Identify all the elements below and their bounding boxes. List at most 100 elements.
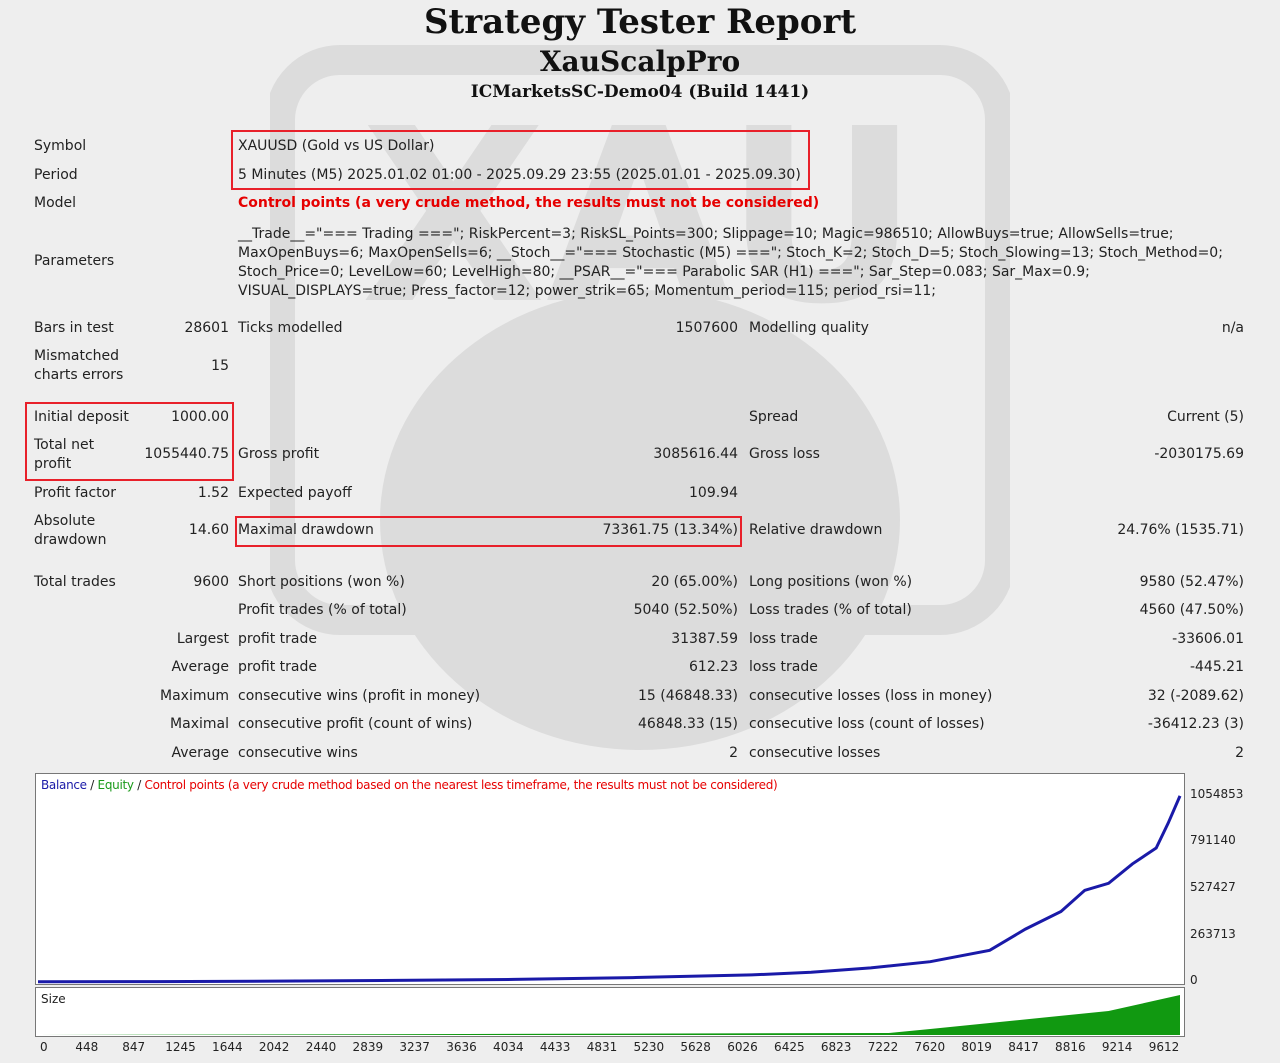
gross-profit-value: 3085616.44 (653, 446, 738, 462)
x-tick-label: 4831 (586, 1040, 618, 1054)
x-tick-label: 6823 (820, 1040, 852, 1054)
y-tick-label: 527427 (1190, 879, 1236, 894)
model-label: Model (34, 195, 77, 211)
absolute-drawdown-label-2: drawdown (34, 532, 107, 548)
x-tick-label: 9214 (1101, 1040, 1133, 1054)
period-value: 5 Minutes (M5) 2025.01.02 01:00 - 2025.0… (238, 167, 801, 183)
x-tick-label: 2839 (352, 1040, 384, 1054)
mismatch-label-2: charts errors (34, 367, 124, 383)
legend-separator: / (133, 778, 145, 792)
size-label: Size (41, 992, 66, 1006)
report-title: Strategy Tester Report (423, 2, 857, 42)
model-value: Control points (a very crude method, the… (238, 195, 820, 211)
svg-text:XAU: XAU (361, 77, 919, 357)
long-positions-value: 9580 (52.47%) (1139, 574, 1244, 590)
avg-consecutive-wins-label: consecutive wins (238, 745, 358, 761)
short-positions-label: Short positions (won %) (238, 574, 405, 590)
mismatch-label: Mismatched (34, 348, 120, 364)
period-label: Period (34, 167, 78, 183)
x-tick-label: 2440 (305, 1040, 337, 1054)
balance-chart: Balance / Equity / Control points (a ver… (35, 773, 1185, 985)
balance-plot (37, 795, 1182, 984)
average-consecutive-label: Average (171, 745, 230, 761)
parameters-line: __Trade__="=== Trading ==="; RiskPercent… (238, 226, 1174, 242)
loss-trades-label: Loss trades (% of total) (749, 602, 912, 618)
size-chart: Size (35, 987, 1185, 1037)
net-profit-label-2: profit (34, 456, 72, 472)
x-tick-label: 1644 (212, 1040, 243, 1054)
largest-loss-label: loss trade (749, 631, 818, 647)
max-consecutive-losses-label: consecutive losses (loss in money) (749, 688, 993, 704)
absolute-drawdown-value: 14.60 (188, 522, 229, 538)
short-positions-value: 20 (65.00%) (651, 574, 738, 590)
bars-label: Bars in test (34, 320, 114, 336)
x-tick-label: 7222 (867, 1040, 899, 1054)
expert-name: XauScalpPro (539, 45, 741, 78)
max-consecutive-wins-value: 15 (46848.33) (638, 688, 738, 704)
average-loss-value: -445.21 (1189, 659, 1244, 675)
x-tick-label: 8816 (1055, 1040, 1086, 1054)
x-tick-label: 3636 (446, 1040, 477, 1054)
size-plot (38, 995, 1180, 1035)
parameters-value: __Trade__="=== Trading ==="; RiskPercent… (238, 225, 1268, 301)
maximal-drawdown-label: Maximal drawdown (238, 522, 374, 538)
avg-consecutive-wins-value: 2 (729, 745, 738, 761)
x-tick-label: 4433 (539, 1040, 571, 1054)
total-trades-label: Total trades (34, 574, 116, 590)
expected-payoff-value: 109.94 (689, 485, 738, 501)
max-consecutive-wins-label: consecutive wins (profit in money) (238, 688, 481, 704)
largest-label: Largest (176, 631, 229, 647)
parameters-line: Stoch_Price=0; LevelLow=60; LevelHigh=80… (238, 264, 1090, 280)
x-tick-label: 7620 (914, 1040, 946, 1054)
x-tick-label: 5230 (633, 1040, 665, 1054)
net-profit-value: 1055440.75 (144, 446, 229, 462)
relative-drawdown-value: 24.76% (1535.71) (1117, 522, 1244, 538)
max-consecutive-profit-label: consecutive profit (count of wins) (238, 716, 473, 732)
parameters-label: Parameters (34, 253, 115, 269)
gross-loss-value: -2030175.69 (1154, 446, 1244, 462)
legend-control-points: Control points (a very crude method base… (144, 778, 778, 792)
legend-separator: / (86, 778, 98, 792)
bars-value: 28601 (184, 320, 229, 336)
initial-deposit-value: 1000.00 (171, 409, 229, 425)
expected-payoff-label: Expected payoff (238, 485, 352, 501)
net-profit-label: Total net (34, 437, 95, 453)
x-tick-label: 9612 (1148, 1040, 1180, 1054)
quality-value: n/a (1221, 320, 1244, 336)
size-area (38, 995, 1180, 1035)
x-tick-label: 5628 (680, 1040, 711, 1054)
long-positions-label: Long positions (won %) (749, 574, 913, 590)
mismatch-value: 15 (211, 358, 229, 374)
spread-label: Spread (749, 409, 799, 425)
symbol-value: XAUUSD (Gold vs US Dollar) (238, 138, 435, 154)
maximum-label: Maximum (160, 688, 229, 704)
spread-value: Current (5) (1167, 409, 1244, 425)
maximal-drawdown-value: 73361.75 (13.34%) (602, 522, 738, 538)
y-tick-label: 263713 (1190, 926, 1236, 941)
maximal-label: Maximal (170, 716, 229, 732)
profit-trades-label: Profit trades (% of total) (238, 602, 407, 618)
ticks-value: 1507600 (675, 320, 738, 336)
x-tick-label: 4034 (493, 1040, 524, 1054)
largest-profit-label: profit trade (238, 631, 317, 647)
symbol-label: Symbol (34, 138, 87, 154)
initial-deposit-label: Initial deposit (34, 409, 129, 425)
x-tick-label: 847 (122, 1040, 146, 1054)
profit-factor-value: 1.52 (197, 485, 229, 501)
loss-trades-value: 4560 (47.50%) (1139, 602, 1244, 618)
legend-equity: Equity (97, 778, 134, 792)
average-loss-label: loss trade (749, 659, 818, 675)
largest-loss-value: -33606.01 (1172, 631, 1244, 647)
x-tick-label: 6026 (727, 1040, 758, 1054)
max-consecutive-losses-value: 32 (-2089.62) (1147, 688, 1244, 704)
ticks-label: Ticks modelled (238, 320, 343, 336)
legend-balance: Balance (41, 778, 87, 792)
parameters-line: VISUAL_DISPLAYS=true; Press_factor=12; p… (238, 283, 937, 299)
average-label: Average (171, 659, 230, 675)
profit-trades-value: 5040 (52.50%) (633, 602, 738, 618)
x-tick-label: 8019 (961, 1040, 992, 1054)
largest-profit-value: 31387.59 (671, 631, 738, 647)
x-tick-label: 6425 (774, 1040, 805, 1054)
relative-drawdown-label: Relative drawdown (749, 522, 883, 538)
average-profit-value: 612.23 (689, 659, 738, 675)
